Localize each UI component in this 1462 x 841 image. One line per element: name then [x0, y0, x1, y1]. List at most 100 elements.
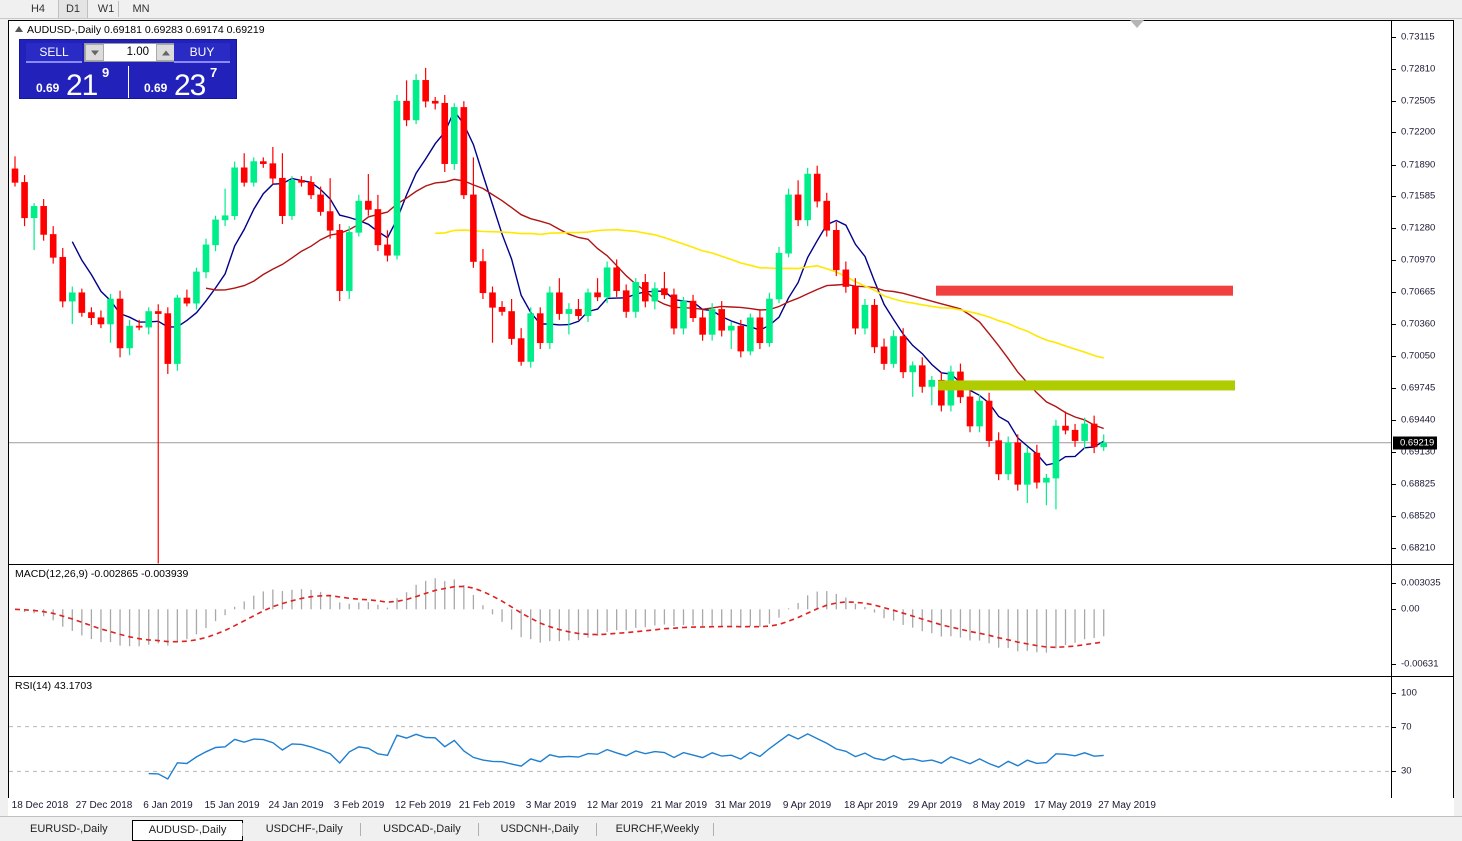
price-axis-tick [1392, 68, 1396, 70]
price-axis-label: 0.69130 [1401, 446, 1436, 458]
price-axis-tick [1392, 547, 1396, 549]
price-axis-label: 0.70360 [1401, 318, 1436, 330]
chart-tab-eurusd[interactable]: EURUSD-,Daily [30, 823, 108, 835]
rsi-axis[interactable]: 10070300 [1391, 677, 1453, 815]
rsi-chart-canvas[interactable] [9, 677, 1391, 815]
macd-chart-canvas[interactable] [9, 565, 1391, 676]
ask-price-fraction: 7 [210, 65, 218, 80]
price-axis-tick [1392, 356, 1396, 358]
date-axis-label: 18 Apr 2019 [844, 800, 898, 811]
collapse-triangle-icon[interactable] [15, 26, 23, 32]
lot-decrease-button[interactable] [85, 44, 104, 61]
timeframe-toolbar: H4 D1 W1 MN [0, 0, 1462, 19]
one-click-trade-panel[interactable]: SELL 1.00 BUY 0.69 21 9 0.69 23 [19, 39, 237, 102]
macd-axis[interactable]: 0.003035 0.00 -0.00631 [1391, 565, 1453, 676]
price-axis-tick [1392, 164, 1396, 166]
tab-separator [477, 823, 479, 836]
price-axis-label: 0.70970 [1401, 254, 1436, 266]
macd-pane[interactable]: MACD(12,26,9) -0.002865 -0.003939 0.0030… [9, 565, 1453, 676]
chart-scroll-marker-icon[interactable] [1130, 20, 1144, 28]
trade-panel-divider [128, 66, 129, 98]
date-axis-label: 17 May 2019 [1034, 800, 1092, 811]
pane-separator-1 [9, 564, 1453, 565]
date-axis-label: 24 Jan 2019 [268, 800, 324, 811]
lot-increase-button[interactable] [156, 44, 175, 61]
bid-price-prefix: 0.69 [36, 81, 60, 95]
sell-button[interactable]: SELL [26, 43, 82, 63]
buy-button[interactable]: BUY [174, 43, 230, 63]
timeframe-mn[interactable]: MN [126, 0, 156, 18]
rsi-axis-tick [1392, 693, 1396, 694]
price-pane-title: AUDUSD-,Daily 0.69181 0.69283 0.69174 0.… [15, 24, 265, 36]
price-axis-tick [1392, 292, 1396, 294]
price-chart-canvas[interactable] [9, 21, 1391, 564]
bid-price-main: 21 [66, 69, 98, 102]
tab-separator [360, 823, 362, 836]
price-axis-tick [1392, 323, 1396, 325]
bid-price-fraction: 9 [102, 65, 110, 80]
ask-price-display[interactable]: 0.69 23 7 [132, 64, 236, 102]
price-axis-tick [1392, 419, 1396, 421]
macd-axis-tick [1392, 583, 1396, 584]
macd-axis-tick [1392, 664, 1396, 665]
timeframe-h4[interactable]: H4 [24, 0, 52, 18]
chart-frame: AUDUSD-,Daily 0.69181 0.69283 0.69174 0.… [8, 20, 1454, 815]
bid-price-display[interactable]: 0.69 21 9 [24, 64, 128, 102]
trade-panel-top-row: SELL 1.00 BUY [20, 40, 236, 64]
date-axis-label: 27 May 2019 [1098, 800, 1156, 811]
macd-title: MACD(12,26,9) -0.002865 -0.003939 [15, 568, 189, 580]
price-axis-label: 0.71280 [1401, 222, 1436, 234]
price-axis-tick [1392, 515, 1396, 517]
timeframe-w1[interactable]: W1 [92, 0, 120, 18]
price-pane[interactable]: AUDUSD-,Daily 0.69181 0.69283 0.69174 0.… [9, 21, 1453, 564]
rsi-axis-tick [1392, 771, 1396, 773]
chart-tab-usdchf[interactable]: USDCHF-,Daily [265, 823, 343, 835]
rsi-axis-tick [1392, 726, 1396, 728]
date-axis-label: 8 May 2019 [972, 800, 1026, 811]
pane-separator-2 [9, 676, 1453, 677]
price-axis-label: 0.68210 [1401, 542, 1436, 554]
tab-separator [595, 823, 597, 836]
rsi-axis-label: 70 [1401, 721, 1412, 733]
macd-axis-tick [1392, 609, 1396, 611]
date-axis-label: 21 Feb 2019 [458, 800, 516, 811]
date-axis-label: 31 Mar 2019 [714, 800, 772, 811]
date-axis-label: 3 Feb 2019 [333, 800, 385, 811]
price-axis-tick [1392, 452, 1396, 454]
rsi-axis-label: 100 [1401, 687, 1417, 699]
tab-separator [242, 823, 244, 836]
price-axis[interactable]: 0.73115 0.72810 0.72505 0.72200 0.71890 0.715… [1391, 21, 1453, 564]
macd-axis-label: 0.003035 [1401, 577, 1441, 589]
chart-tab-audusd[interactable]: AUDUSD-,Daily [131, 820, 244, 841]
price-axis-label: 0.72505 [1401, 95, 1436, 107]
date-axis-label: 9 Apr 2019 [782, 800, 832, 811]
chart-tab-eurchf[interactable]: EURCHF,Weekly [615, 823, 700, 835]
price-axis-label: 0.68825 [1401, 478, 1436, 490]
timeframe-d1[interactable]: D1 [58, 0, 88, 18]
rsi-title: RSI(14) 43.1703 [15, 680, 93, 692]
macd-axis-label: -0.00631 [1401, 658, 1439, 670]
price-axis-label: 0.70665 [1401, 286, 1436, 298]
date-axis-label: 21 Mar 2019 [650, 800, 708, 811]
price-axis-tick [1392, 228, 1396, 230]
lot-size-input[interactable]: 1.00 [84, 43, 176, 62]
date-axis-label: 29 Apr 2019 [908, 800, 962, 811]
price-axis-tick [1392, 132, 1396, 134]
price-axis-tick [1392, 100, 1396, 102]
price-axis-label: 0.73115 [1401, 31, 1435, 43]
ask-price-main: 23 [174, 69, 206, 102]
date-axis: 18 Dec 2018 27 Dec 2018 6 Jan 2019 15 Jan 2… [8, 798, 1454, 816]
price-axis-label: 0.72810 [1401, 63, 1436, 75]
chart-tab-usdcad[interactable]: USDCAD-,Daily [383, 823, 461, 835]
price-axis-tick [1392, 260, 1396, 262]
rsi-axis-label: 30 [1401, 765, 1412, 777]
date-axis-label: 18 Dec 2018 [11, 800, 69, 811]
chart-tab-usdcnh[interactable]: USDCNH-,Daily [500, 823, 579, 835]
macd-axis-label: 0.00 [1401, 603, 1420, 615]
chart-tab-bar: EURUSD-,Daily AUDUSD-,Daily USDCHF-,Daily U… [0, 816, 1462, 841]
date-axis-label: 6 Jan 2019 [143, 800, 193, 811]
rsi-pane[interactable]: RSI(14) 43.1703 10070300 [9, 677, 1453, 815]
ask-price-prefix: 0.69 [144, 81, 168, 95]
price-axis-tick [1392, 388, 1396, 390]
